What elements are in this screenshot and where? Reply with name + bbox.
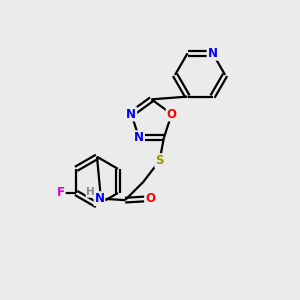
Text: N: N <box>94 192 104 205</box>
Text: N: N <box>208 47 218 60</box>
Text: S: S <box>155 154 164 167</box>
Text: N: N <box>126 107 136 121</box>
Text: O: O <box>167 107 177 121</box>
Text: O: O <box>145 192 155 205</box>
Text: N: N <box>134 131 144 144</box>
Text: H: H <box>86 187 95 197</box>
Text: F: F <box>57 187 65 200</box>
